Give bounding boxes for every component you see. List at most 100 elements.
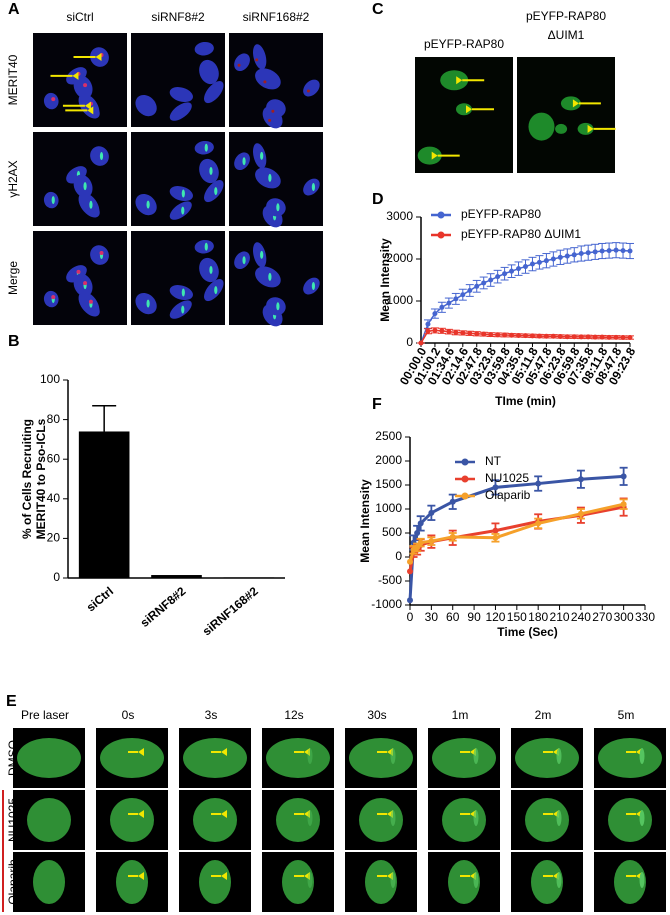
nucleus bbox=[234, 152, 250, 171]
marker bbox=[529, 261, 535, 267]
column-header: 3s bbox=[205, 708, 218, 722]
y-tick-label: 0 bbox=[406, 335, 413, 349]
arrow-head bbox=[431, 151, 438, 160]
x-tick-label: 150 bbox=[507, 610, 527, 624]
nucleus bbox=[135, 292, 157, 315]
speck bbox=[263, 80, 267, 84]
nucleus bbox=[90, 146, 109, 166]
arrow-head bbox=[84, 101, 91, 110]
y-axis-label: Mean Intensity bbox=[358, 479, 372, 563]
nucleus bbox=[78, 291, 100, 316]
nucleus bbox=[135, 94, 157, 117]
x-tick-label: 300 bbox=[614, 610, 634, 624]
arrow-head bbox=[466, 105, 472, 114]
nucleus bbox=[528, 112, 555, 141]
focus bbox=[88, 299, 93, 304]
bar bbox=[78, 431, 130, 578]
marker bbox=[585, 334, 591, 340]
legend-marker bbox=[437, 231, 445, 239]
focus bbox=[181, 189, 185, 198]
nucleus bbox=[194, 140, 214, 155]
focus bbox=[214, 286, 218, 295]
marker bbox=[439, 304, 445, 310]
arrow-head bbox=[304, 748, 310, 756]
panel-label: A bbox=[8, 1, 20, 18]
marker bbox=[492, 527, 499, 534]
arrow-head bbox=[221, 810, 227, 818]
nucleus bbox=[78, 192, 100, 217]
y-tick-label: 2500 bbox=[375, 429, 402, 443]
marker bbox=[585, 250, 591, 256]
marker bbox=[592, 249, 598, 255]
nucleus bbox=[608, 798, 652, 842]
series-line bbox=[408, 502, 624, 563]
marker bbox=[481, 331, 487, 337]
focus bbox=[51, 97, 56, 102]
nucleus bbox=[252, 44, 267, 70]
y-tick-label: 2000 bbox=[386, 251, 413, 265]
nucleus bbox=[525, 798, 569, 842]
nucleus bbox=[442, 798, 486, 842]
nucleus bbox=[365, 860, 397, 904]
nucleus bbox=[598, 738, 662, 778]
x-tick-label: 120 bbox=[485, 610, 505, 624]
nucleus bbox=[266, 99, 286, 118]
nucleus bbox=[199, 158, 219, 184]
nucleus bbox=[43, 290, 59, 308]
stripe bbox=[639, 810, 645, 826]
arrow-head bbox=[587, 124, 594, 133]
nucleus bbox=[43, 191, 59, 209]
marker bbox=[523, 333, 528, 339]
marker bbox=[516, 266, 522, 272]
marker bbox=[414, 544, 421, 551]
marker bbox=[529, 333, 535, 339]
focus bbox=[260, 250, 264, 259]
nucleus bbox=[266, 738, 330, 778]
nucleus bbox=[255, 167, 281, 189]
nucleus bbox=[43, 92, 59, 110]
x-tick-label: 90 bbox=[467, 610, 481, 624]
speck bbox=[237, 63, 241, 67]
marker bbox=[502, 332, 508, 338]
marker bbox=[577, 476, 584, 483]
marker bbox=[495, 332, 501, 338]
marker bbox=[432, 327, 438, 333]
marker bbox=[509, 332, 515, 338]
marker bbox=[578, 334, 584, 340]
x-tick-label: 0 bbox=[407, 610, 414, 624]
arrow-head bbox=[138, 872, 144, 880]
marker bbox=[417, 520, 424, 527]
marker bbox=[425, 328, 431, 334]
marker bbox=[571, 252, 577, 258]
marker bbox=[620, 248, 626, 254]
nucleus bbox=[116, 860, 148, 904]
marker bbox=[557, 254, 563, 260]
stripe bbox=[307, 872, 313, 888]
marker bbox=[543, 258, 549, 264]
x-tick-label: 60 bbox=[446, 610, 460, 624]
panel-label: B bbox=[8, 333, 20, 350]
nucleus bbox=[432, 738, 496, 778]
legend-label: pEYFP-RAP80 bbox=[461, 207, 541, 221]
nucleus bbox=[194, 41, 214, 56]
nucleus bbox=[73, 174, 93, 198]
arrow-head bbox=[221, 748, 227, 756]
x-tick-label: 180 bbox=[528, 610, 548, 624]
marker bbox=[428, 538, 435, 545]
nucleus bbox=[417, 146, 442, 165]
arrow-head bbox=[95, 53, 102, 62]
marker bbox=[577, 510, 584, 517]
marker bbox=[492, 484, 499, 491]
x-tick-label: 240 bbox=[571, 610, 591, 624]
focus bbox=[83, 83, 88, 88]
row-label: MERIT40 bbox=[6, 54, 20, 105]
focus bbox=[76, 269, 81, 274]
marker bbox=[535, 520, 542, 527]
marker bbox=[509, 268, 515, 274]
column-header: 2m bbox=[535, 708, 552, 722]
speck bbox=[268, 118, 272, 122]
panel-label: F bbox=[372, 396, 382, 413]
stripe bbox=[473, 810, 479, 826]
marker bbox=[418, 340, 424, 346]
